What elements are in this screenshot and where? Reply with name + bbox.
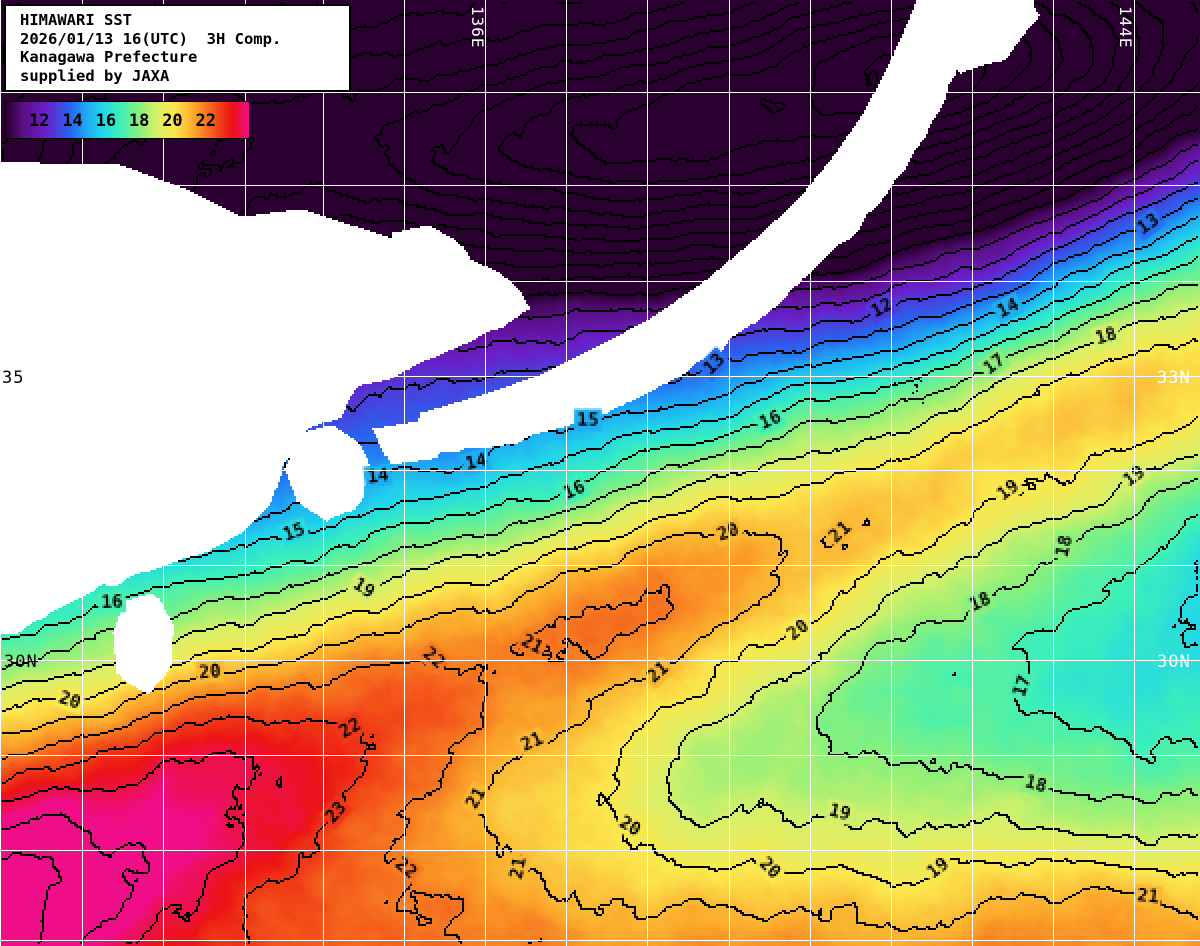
- colorbar-tick-22: 22: [195, 111, 216, 131]
- temperature-colorbar: 12 14 16 18 20 22: [5, 101, 250, 139]
- title-line-source: supplied by JAXA: [20, 66, 170, 85]
- colorbar-tick-18: 18: [128, 111, 150, 131]
- colorbar-gradient: [6, 102, 249, 138]
- colorbar-tick-16: 16: [95, 111, 117, 131]
- colorbar-tick-20: 20: [162, 111, 183, 131]
- colorbar-tick-labels: 12 14 16 18 20 22: [6, 102, 249, 138]
- colorbar-tick-12: 12: [29, 111, 50, 131]
- title-line-datetime: 2026/01/13 16(UTC) 3H Comp.: [20, 29, 282, 48]
- title-line-agency: Kanagawa Prefecture: [20, 48, 198, 67]
- colorbar-tick-14: 14: [62, 111, 83, 131]
- title-card: HIMAWARI SST 2026/01/13 16(UTC) 3H Comp.…: [4, 4, 351, 92]
- title-line-product: HIMAWARI SST: [20, 11, 132, 29]
